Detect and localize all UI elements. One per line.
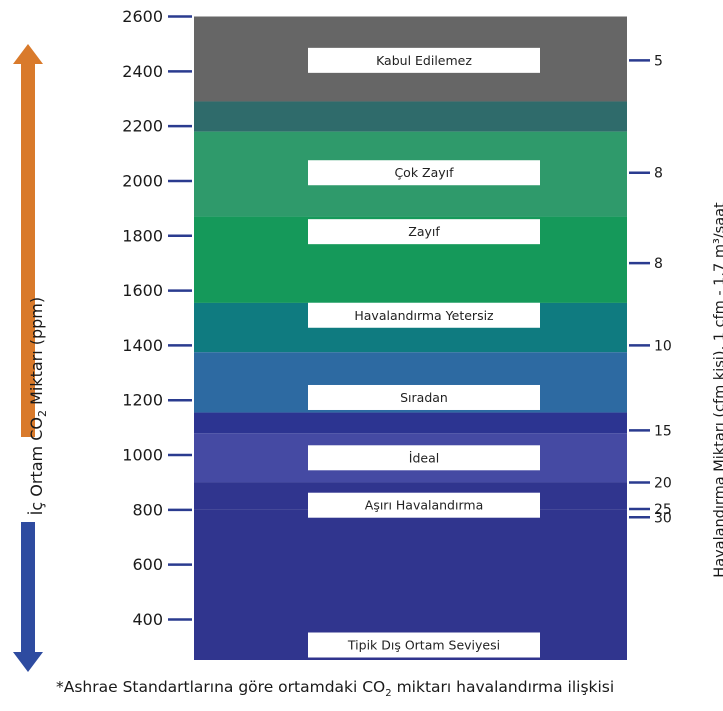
- band-label-9: Tipik Dış Ortam Seviyesi: [347, 638, 500, 653]
- footnote: *Ashrae Standartlarına göre ortamdaki CO…: [56, 678, 615, 700]
- direction-arrows: [13, 44, 43, 672]
- band-label-box-8: [308, 492, 540, 518]
- left-tick-label-11: 400: [132, 610, 163, 629]
- right-tick-label-2: 8: [654, 256, 663, 272]
- band-label-box-0: [308, 47, 540, 73]
- right-tick-label-4: 15: [654, 423, 672, 439]
- arrow-up-shaft: [21, 63, 35, 437]
- left-tick-label-5: 1600: [122, 281, 163, 300]
- left-tick-label-1: 2400: [122, 62, 163, 81]
- ppm-bands: Kabul Edilemez Çok Zayıf Zayıf Havalandırma…: [194, 16, 627, 660]
- right-tick-label-1: 8: [654, 166, 663, 182]
- left-tick-label-8: 1000: [122, 446, 163, 465]
- band-6: [194, 412, 627, 434]
- band-label-5: Sıradan: [400, 390, 448, 405]
- left-axis: 2600 2400 2200 2000 1800 1600 1400 1200 1000 800 6…: [122, 7, 192, 629]
- left-tick-label-3: 2000: [122, 171, 163, 190]
- right-tick-label-6: 25: [654, 502, 672, 518]
- left-tick-label-2: 2200: [122, 117, 163, 136]
- band-label-0: Kabul Edilemez: [376, 53, 472, 68]
- left-tick-label-9: 800: [132, 500, 163, 519]
- left-tick-label-6: 1400: [122, 336, 163, 355]
- band-label-3: Zayıf: [408, 224, 440, 239]
- arrow-down-head: [13, 652, 43, 672]
- band-label-4: Havalandırma Yetersiz: [354, 308, 494, 323]
- left-tick-label-10: 600: [132, 555, 163, 574]
- band-label-box-3: [308, 219, 540, 245]
- left-tick-label-7: 1200: [122, 391, 163, 410]
- band-label-box-9: [308, 632, 540, 658]
- band-label-box-7: [308, 445, 540, 471]
- left-axis-label: İç Ortam CO2 Miktarı (ppm): [26, 296, 50, 516]
- band-1: [194, 101, 627, 132]
- band-label-box-2: [308, 160, 540, 186]
- arrow-down-shaft: [21, 522, 35, 654]
- right-tick-label-3: 10: [654, 338, 672, 354]
- right-axis-label: Havalandırma Miktarı (cfm kişi), 1 cfm -…: [712, 202, 723, 578]
- arrow-up-head: [13, 44, 43, 64]
- band-label-7: İdeal: [409, 450, 439, 465]
- right-tick-label-0: 5: [654, 53, 663, 69]
- right-tick-label-5: 20: [654, 475, 672, 491]
- left-tick-label-0: 2600: [122, 7, 163, 26]
- band-label-box-5: [308, 384, 540, 410]
- band-label-8: Aşırı Havalandırma: [365, 498, 483, 513]
- band-label-box-4: [308, 302, 540, 328]
- right-tick-label-7: 30: [654, 510, 672, 526]
- left-tick-label-4: 1800: [122, 226, 163, 245]
- band-label-2: Çok Zayıf: [394, 165, 454, 180]
